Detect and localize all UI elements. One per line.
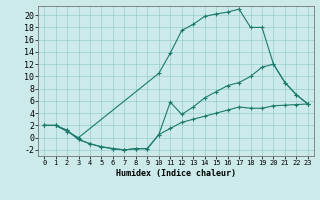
X-axis label: Humidex (Indice chaleur): Humidex (Indice chaleur) (116, 169, 236, 178)
